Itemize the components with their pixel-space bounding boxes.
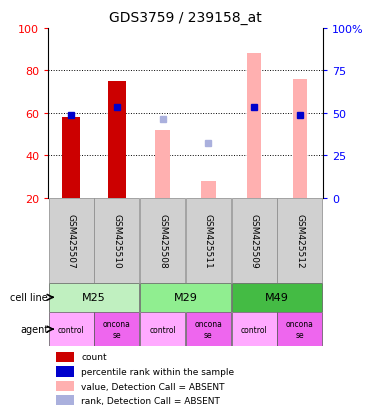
Text: M25: M25: [82, 292, 106, 303]
FancyBboxPatch shape: [186, 198, 231, 283]
Text: GSM425507: GSM425507: [67, 214, 76, 268]
Bar: [155, 131, 170, 198]
FancyBboxPatch shape: [232, 283, 322, 312]
FancyBboxPatch shape: [278, 312, 322, 347]
FancyBboxPatch shape: [278, 198, 322, 283]
Text: GSM425509: GSM425509: [250, 214, 259, 268]
Text: GSM425511: GSM425511: [204, 214, 213, 268]
Text: GSM425510: GSM425510: [112, 214, 121, 268]
Text: onconа
se: onconа se: [194, 320, 222, 339]
Text: control: control: [241, 325, 267, 334]
Text: M29: M29: [174, 292, 197, 303]
Text: GSM425512: GSM425512: [295, 214, 304, 268]
FancyBboxPatch shape: [140, 198, 185, 283]
FancyBboxPatch shape: [95, 198, 139, 283]
Text: GSM425508: GSM425508: [158, 214, 167, 268]
Text: value, Detection Call = ABSENT: value, Detection Call = ABSENT: [81, 382, 225, 391]
Bar: [62, 118, 80, 198]
Bar: [293, 80, 307, 198]
Bar: [247, 55, 262, 198]
Bar: [56, 366, 74, 377]
FancyBboxPatch shape: [49, 198, 93, 283]
FancyBboxPatch shape: [232, 312, 276, 347]
FancyBboxPatch shape: [95, 312, 139, 347]
FancyBboxPatch shape: [49, 283, 139, 312]
FancyBboxPatch shape: [140, 283, 231, 312]
Bar: [201, 181, 216, 198]
Text: M49: M49: [265, 292, 289, 303]
Text: onconа
se: onconа se: [286, 320, 314, 339]
Text: cell line: cell line: [10, 292, 48, 303]
Text: rank, Detection Call = ABSENT: rank, Detection Call = ABSENT: [81, 396, 220, 405]
Text: count: count: [81, 353, 107, 361]
Text: onconа
se: onconа se: [103, 320, 131, 339]
Text: agent: agent: [20, 324, 48, 334]
FancyBboxPatch shape: [140, 312, 185, 347]
Bar: [56, 381, 74, 392]
Title: GDS3759 / 239158_at: GDS3759 / 239158_at: [109, 11, 262, 25]
FancyBboxPatch shape: [232, 198, 276, 283]
Text: control: control: [149, 325, 176, 334]
Text: percentile rank within the sample: percentile rank within the sample: [81, 367, 234, 376]
FancyBboxPatch shape: [49, 312, 93, 347]
Text: control: control: [58, 325, 85, 334]
Bar: [56, 395, 74, 406]
FancyBboxPatch shape: [186, 312, 231, 347]
Bar: [56, 352, 74, 362]
Bar: [108, 82, 125, 198]
